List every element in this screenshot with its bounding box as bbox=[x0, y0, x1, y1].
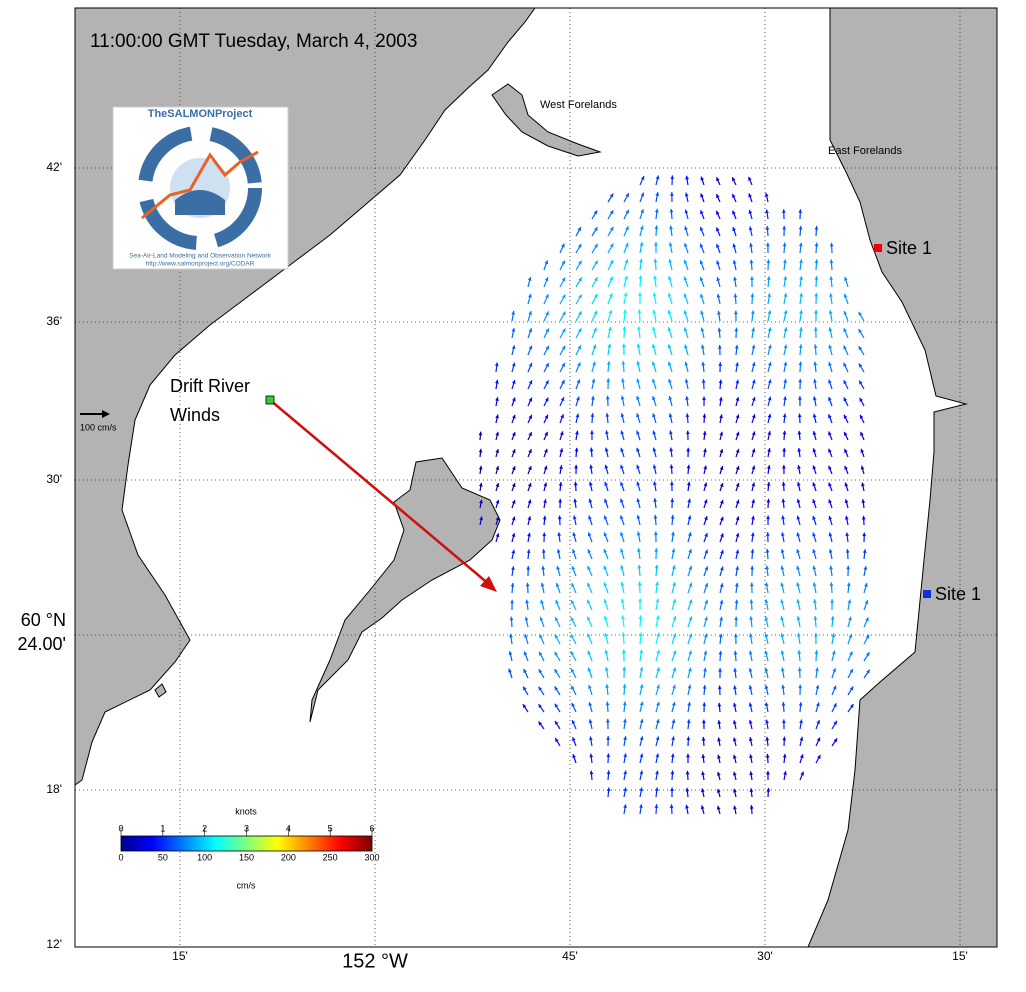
logo-title: TheSALMONProject bbox=[148, 108, 253, 120]
y-tick-label: 18' bbox=[46, 782, 62, 796]
logo-url: http://www.salmonproject.org/CODAR bbox=[146, 261, 255, 268]
y-tick-label: 42' bbox=[46, 160, 62, 174]
place-label: East Forelands bbox=[828, 145, 902, 157]
logo: TheSALMONProject Sea-Air-Land Modeling a… bbox=[113, 107, 288, 269]
place-label: West Forelands bbox=[540, 99, 617, 111]
x-tick-label: 45' bbox=[562, 949, 578, 963]
drift-label-box: Drift River Winds bbox=[170, 372, 280, 432]
colorbar-unit: cm/s bbox=[237, 880, 256, 890]
y-tick-label: 30' bbox=[46, 472, 62, 486]
colorbar-tick-label: 50 bbox=[158, 852, 168, 862]
colorbar-title: knots bbox=[235, 806, 257, 816]
colorbar-tick-label: 150 bbox=[239, 852, 254, 862]
colorbar-tick-label: 100 bbox=[197, 852, 212, 862]
site-label: Site 1 bbox=[935, 584, 981, 604]
x-tick-label: 152 °W bbox=[342, 950, 408, 972]
y-tick-label: 36' bbox=[46, 314, 62, 328]
site-marker bbox=[874, 244, 882, 252]
colorbar-ramp bbox=[121, 836, 372, 851]
timestamp: 11:00:00 GMT Tuesday, March 4, 2003 bbox=[90, 31, 417, 52]
y-tick-label: 12' bbox=[46, 937, 62, 951]
place-label: Drift River Winds bbox=[170, 372, 250, 430]
colorbar-tick-label: 200 bbox=[281, 852, 296, 862]
x-tick-label: 15' bbox=[172, 949, 188, 963]
x-tick-label: 15' bbox=[952, 949, 968, 963]
scale-label: 100 cm/s bbox=[80, 422, 117, 432]
colorbar-tick-label: 250 bbox=[323, 852, 338, 862]
y-label-box: 60 °N 24.00' bbox=[0, 608, 70, 664]
site-marker bbox=[923, 590, 931, 598]
x-tick-label: 30' bbox=[757, 949, 773, 963]
colorbar-tick-label: 0 bbox=[118, 852, 123, 862]
site-label: Site 1 bbox=[886, 238, 932, 258]
wind-station bbox=[266, 396, 274, 404]
logo-subtitle: Sea-Air-Land Modeling and Observation Ne… bbox=[129, 253, 271, 260]
y-tick-label: 60 °N 24.00' bbox=[0, 608, 66, 656]
colorbar-tick-label: 300 bbox=[364, 852, 379, 862]
